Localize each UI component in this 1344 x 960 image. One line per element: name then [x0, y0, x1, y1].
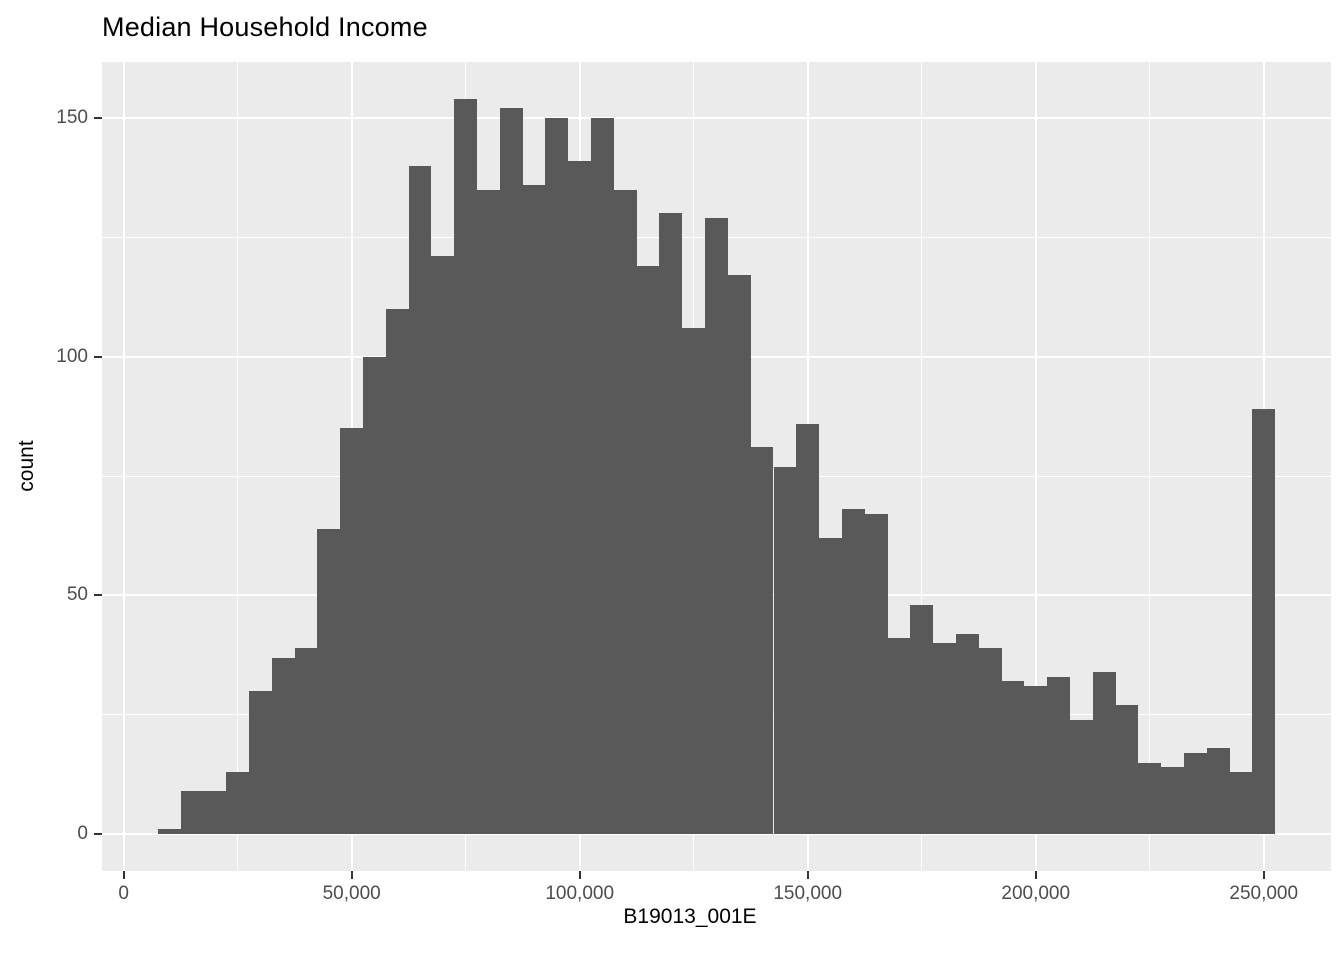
- histogram-bar: [522, 184, 546, 835]
- x-major-gridline: [122, 62, 125, 871]
- histogram-bar: [910, 604, 934, 835]
- histogram-bar: [955, 633, 979, 835]
- y-axis-title: count: [15, 440, 38, 492]
- x-tick-mark: [350, 871, 353, 879]
- histogram-bar: [408, 165, 432, 835]
- histogram-bar: [340, 428, 364, 835]
- x-tick-label: 0: [118, 883, 129, 904]
- x-axis-title: B19013_001E: [623, 905, 757, 928]
- histogram-bar: [636, 265, 660, 835]
- x-tick-label: 250,000: [1229, 883, 1299, 904]
- histogram-bar: [1183, 753, 1207, 835]
- histogram-bar: [1252, 409, 1276, 835]
- x-tick-mark: [806, 871, 809, 879]
- y-tick-label: 0: [77, 823, 88, 845]
- x-tick-label: 100,000: [545, 883, 615, 904]
- histogram-bar: [1092, 671, 1116, 835]
- x-tick-mark: [1034, 871, 1037, 879]
- histogram-bar: [157, 829, 181, 835]
- histogram-bar: [1161, 767, 1184, 835]
- histogram-bar: [1206, 748, 1230, 835]
- histogram-bar: [933, 643, 956, 835]
- x-major-gridline: [1034, 62, 1037, 871]
- histogram-bar: [841, 509, 865, 835]
- x-tick-mark: [578, 871, 581, 879]
- x-tick-mark: [122, 871, 125, 879]
- x-minor-gridline: [1149, 62, 1151, 871]
- histogram-bar: [1069, 719, 1093, 835]
- histogram-bar: [659, 213, 683, 835]
- y-major-gridline: [102, 116, 1331, 119]
- histogram-bar: [385, 308, 409, 835]
- histogram-bar: [727, 275, 751, 835]
- histogram-bar: [864, 514, 888, 835]
- histogram-bar: [499, 108, 523, 835]
- y-tick-label: 150: [56, 106, 88, 128]
- histogram-bar: [454, 98, 478, 835]
- histogram-bar: [294, 647, 318, 835]
- histogram-bar: [705, 218, 728, 835]
- histogram-bar: [750, 447, 774, 835]
- y-major-gridline: [102, 833, 1331, 836]
- histogram-bar: [773, 466, 797, 835]
- histogram-bar: [1024, 686, 1048, 835]
- histogram-bar: [1229, 772, 1253, 835]
- histogram-bar: [363, 356, 386, 835]
- histogram-bar: [887, 638, 911, 835]
- y-tick-mark: [94, 116, 102, 119]
- x-tick-mark: [1262, 871, 1265, 879]
- histogram-bar: [431, 256, 455, 835]
- x-tick-label: 150,000: [773, 883, 843, 904]
- histogram-bar: [978, 647, 1002, 835]
- x-minor-gridline: [237, 62, 239, 871]
- plot-panel: [102, 62, 1331, 871]
- histogram-bar: [1001, 681, 1025, 835]
- histogram-bar: [1115, 705, 1139, 835]
- histogram-bar: [682, 328, 706, 835]
- histogram-bar: [1138, 762, 1162, 835]
- y-tick-label: 100: [56, 345, 88, 367]
- chart-title: Median Household Income: [102, 12, 428, 42]
- histogram-bar: [226, 772, 250, 835]
- histogram-bar: [203, 791, 227, 835]
- histogram-bar: [249, 690, 272, 835]
- histogram-bar: [180, 791, 204, 835]
- histogram-bar: [545, 117, 569, 835]
- histogram-bar: [1047, 676, 1070, 835]
- y-tick-mark: [94, 833, 102, 836]
- histogram-bar: [317, 528, 341, 835]
- histogram-bar: [271, 657, 295, 835]
- histogram-bar: [613, 189, 637, 835]
- x-tick-label: 50,000: [322, 883, 381, 904]
- x-tick-label: 200,000: [1001, 883, 1071, 904]
- histogram-bar: [477, 189, 500, 835]
- histogram-bar: [568, 160, 592, 835]
- histogram-bar: [819, 538, 842, 835]
- y-tick-mark: [94, 594, 102, 597]
- histogram-bar: [591, 117, 614, 835]
- x-minor-gridline: [921, 62, 923, 871]
- y-tick-mark: [94, 355, 102, 358]
- histogram-bar: [796, 423, 820, 835]
- y-tick-label: 50: [66, 584, 88, 606]
